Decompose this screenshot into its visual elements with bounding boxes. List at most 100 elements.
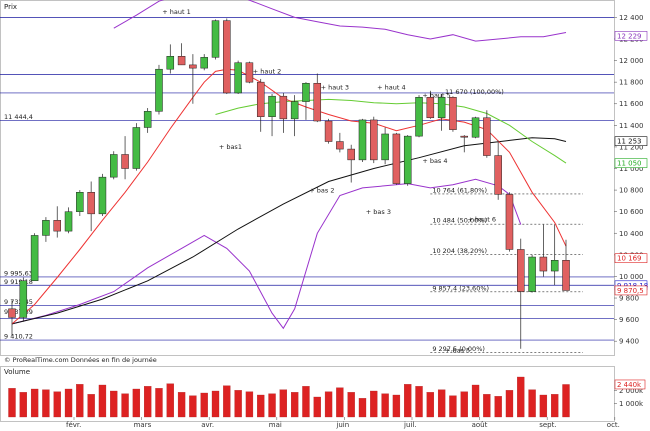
candle-bearish — [53, 220, 61, 232]
volume-bar — [381, 393, 389, 418]
candle-bullish — [166, 56, 175, 70]
month-label: août — [472, 421, 488, 429]
price-tick-label: 11 000 — [619, 165, 644, 173]
volume-bar — [517, 376, 525, 418]
pivot-annotation: + bas 4 — [422, 157, 447, 165]
volume-bar — [98, 384, 107, 418]
volume-panel-border — [0, 366, 615, 422]
candle-bullish — [42, 220, 50, 236]
volume-panel-title: Volume — [4, 368, 30, 376]
annotations: + haut 1 + haut 2 + bas1 + haut 3 + bas 2 + h… — [162, 8, 496, 354]
level-label: 9 732,45 — [4, 298, 33, 306]
candle-bearish — [256, 81, 265, 117]
volume-bar — [562, 384, 570, 418]
candle-bearish — [347, 148, 355, 161]
volume-bar — [483, 394, 491, 418]
month-label: oct. — [607, 421, 620, 429]
pivot-annotation: + bas1 — [219, 143, 242, 151]
candle-bullish — [415, 97, 423, 137]
price-tick-label: 12 000 — [619, 57, 644, 65]
candle-bearish — [245, 62, 254, 83]
candle-bullish — [132, 127, 141, 169]
volume-bar — [313, 396, 321, 418]
moving-average-mid — [215, 98, 567, 164]
price-tag-box — [614, 31, 648, 41]
chart-frame — [0, 0, 615, 422]
horizontal-levels: 11 444,4 9 995,639 919,18 9 732,45 9 637,89… — [0, 17, 614, 341]
volume-bar — [155, 388, 163, 418]
volume-bar — [42, 389, 50, 418]
candle-bearish — [8, 308, 16, 318]
volume-bar — [200, 392, 208, 418]
level-label: 9 637,89 — [4, 308, 33, 316]
volume-bar — [551, 394, 559, 418]
price-panel-border — [0, 0, 615, 356]
month-label: juin — [335, 421, 349, 429]
volume-tag-box — [614, 379, 646, 390]
candle-bearish — [505, 194, 514, 250]
month-label: juil. — [403, 421, 417, 429]
pivot-annotation: + haut 1 — [162, 8, 191, 16]
volume-bar — [8, 388, 16, 418]
volume-bar — [539, 394, 548, 418]
price-tick-label: 10 800 — [619, 187, 644, 195]
price-tag-box — [614, 253, 648, 264]
candle-bullish — [64, 211, 73, 232]
volume-bar — [223, 385, 231, 418]
volume-bar — [358, 398, 367, 418]
time-axis: févr. mars avr. mai juin juil. août sept. oct. — [66, 417, 620, 429]
candlesticks — [8, 18, 570, 349]
volume-bar — [370, 390, 378, 418]
level-label: 9 995,63 — [4, 269, 33, 277]
candle-bearish — [494, 155, 502, 195]
candle-bullish — [30, 235, 39, 282]
volume-bar — [528, 389, 536, 418]
volume-bar — [437, 389, 446, 418]
candle-bearish — [483, 117, 491, 156]
bollinger-bands — [11, 0, 567, 330]
volume-bar — [404, 384, 412, 418]
level-label: 9 919,18 — [4, 278, 33, 286]
pivot-annotation: + haut 6 — [468, 215, 497, 223]
volume-bar — [268, 393, 276, 418]
candle-bearish — [460, 135, 468, 138]
month-label: sept. — [539, 421, 556, 429]
candle-bullish — [268, 95, 276, 117]
volume-tick-label: 2 000k — [619, 387, 644, 395]
month-label: avr. — [201, 421, 214, 429]
volume-bar — [245, 391, 254, 418]
price-tick-label: 10 600 — [619, 208, 644, 216]
fibonacci-label: 9 857,4 (23,60%) — [432, 284, 489, 292]
candle-bullish — [290, 101, 299, 120]
candle-bearish — [177, 56, 186, 66]
price-tag-box — [614, 285, 648, 296]
candle-bearish — [189, 64, 197, 69]
volume-bar — [132, 388, 141, 418]
price-panel-title: Prix — [4, 3, 17, 11]
candle-bearish — [426, 97, 435, 119]
volume-bar — [234, 390, 242, 418]
price-tag-label: 12 229 — [617, 32, 642, 40]
candle-bullish — [550, 260, 559, 272]
volume-bar — [144, 386, 152, 418]
month-label: mai — [269, 421, 282, 429]
volume-bar — [449, 395, 457, 418]
volume-bar — [189, 395, 197, 418]
price-tick-label: 12 400 — [619, 14, 644, 22]
candle-bullish — [234, 62, 242, 94]
candle-bearish — [324, 120, 333, 142]
pivot-annotation: + bas 2 — [309, 186, 334, 194]
candle-bullish — [211, 20, 220, 58]
volume-bar — [347, 392, 355, 418]
pivot-annotation: + haut 3 — [321, 84, 350, 92]
pivot-annotation: + haut 4 — [377, 84, 406, 92]
volume-bar — [460, 391, 468, 418]
volume-bar — [279, 389, 288, 418]
candle-bearish — [121, 154, 129, 169]
price-tag-label: 11 253 — [617, 138, 642, 146]
volume-bar — [426, 392, 434, 418]
candle-bullish — [200, 57, 208, 69]
price-tick-label: 9 800 — [619, 295, 639, 303]
